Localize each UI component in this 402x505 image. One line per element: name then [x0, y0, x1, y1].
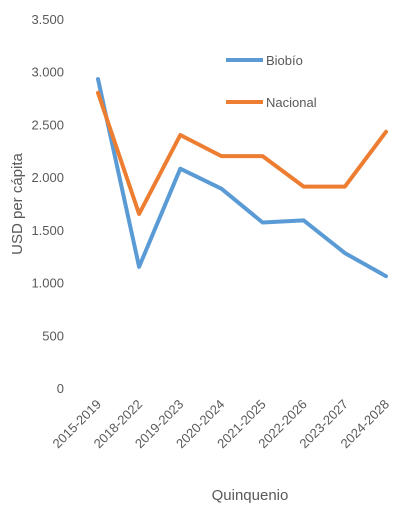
series-line-1 — [96, 77, 388, 279]
y-axis-title: USD per cápita — [9, 152, 26, 254]
y-tick-label: 2.500 — [31, 117, 64, 132]
series-lines — [96, 77, 388, 279]
y-tick-label: 3.000 — [31, 65, 64, 80]
y-axis-ticks: 0 500 1.000 1.500 2.000 2.500 3.000 3.500 — [31, 12, 64, 396]
legend-label: Biobío — [266, 53, 303, 68]
legend: Biobío Nacional — [226, 53, 317, 110]
series-line-2 — [96, 90, 388, 216]
x-axis-title: Quinquenio — [212, 487, 289, 504]
y-tick-label: 1.500 — [31, 223, 64, 238]
y-tick-label: 2.000 — [31, 170, 64, 185]
y-tick-label: 500 — [42, 328, 64, 343]
y-tick-label: 0 — [57, 381, 64, 396]
x-axis-ticks: 2015-20192018-20222019-20232020-20242021… — [50, 397, 393, 452]
y-tick-label: 3.500 — [31, 12, 64, 27]
y-tick-label: 1.000 — [31, 276, 64, 291]
legend-label: Nacional — [266, 95, 317, 110]
